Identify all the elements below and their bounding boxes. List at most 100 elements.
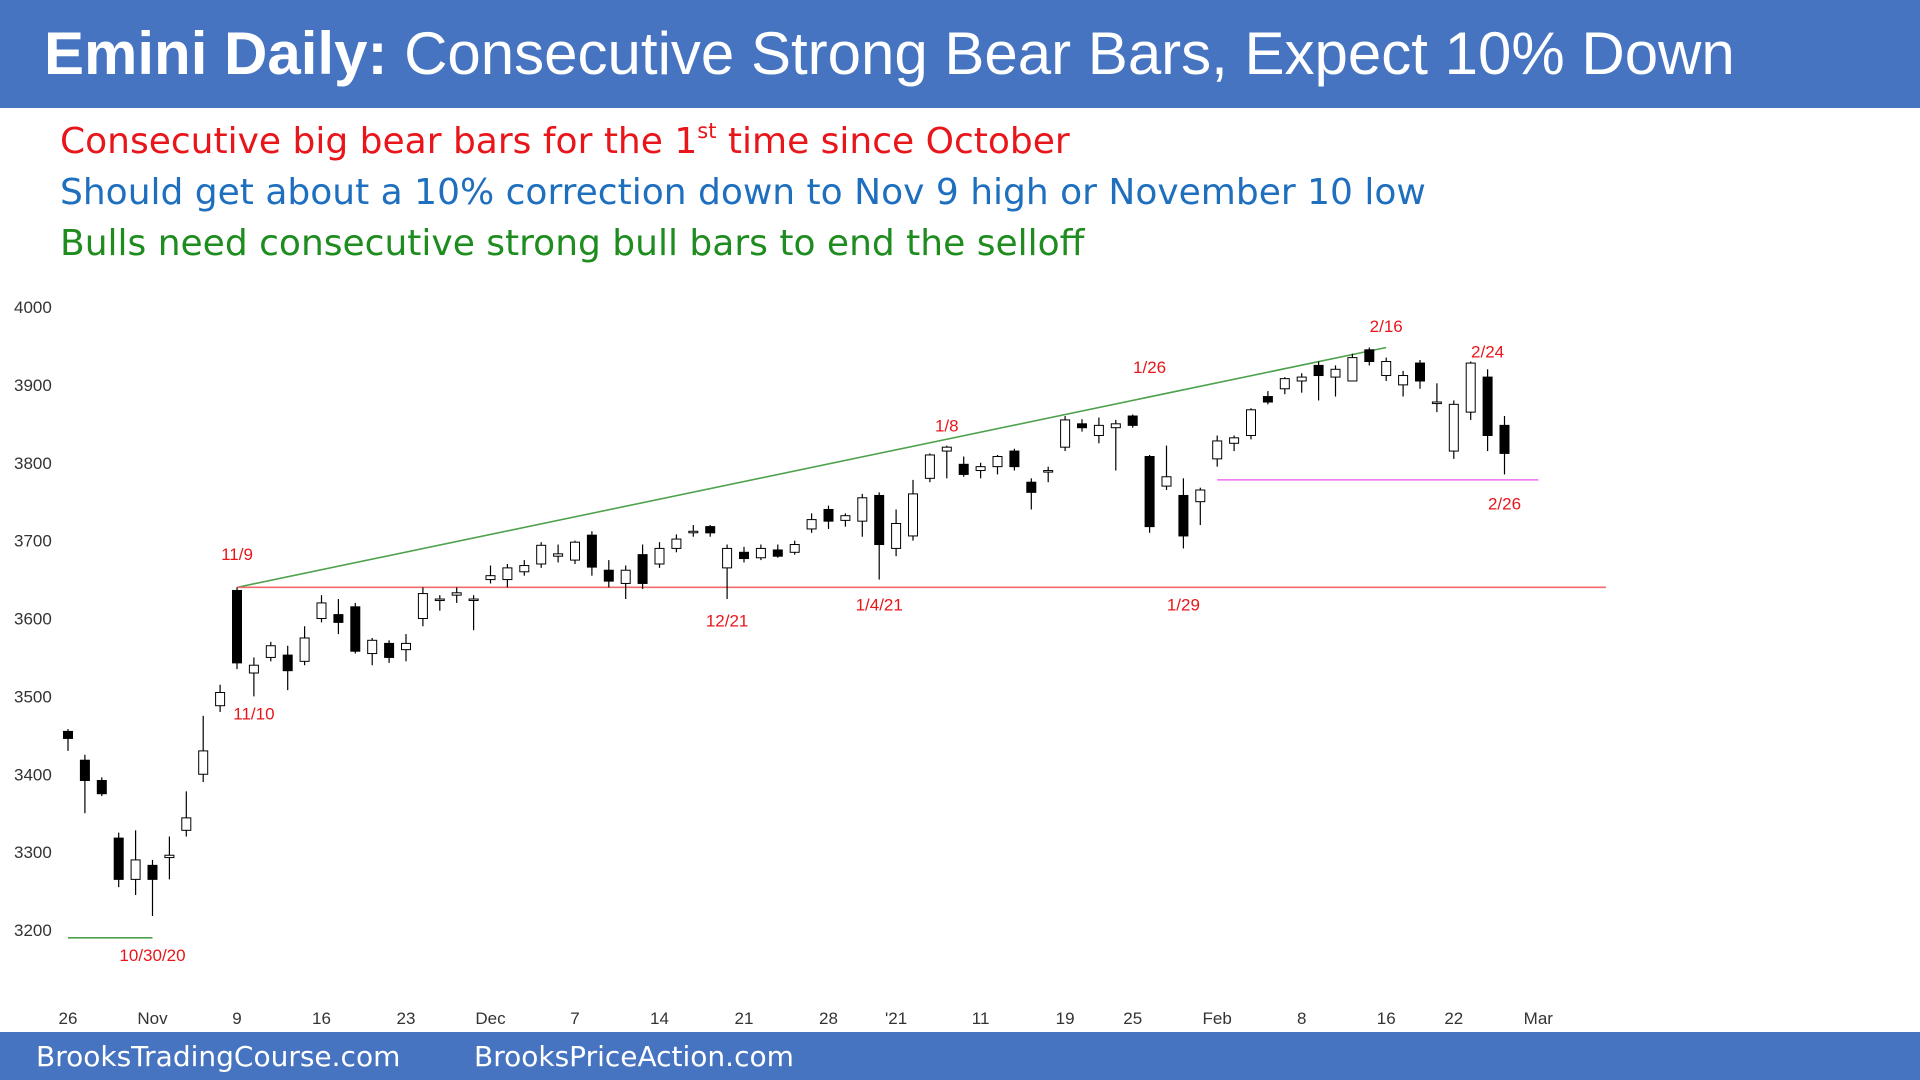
bear-candle bbox=[384, 642, 395, 658]
y-tick-label: 3200 bbox=[14, 921, 52, 940]
x-tick-label: 14 bbox=[650, 1009, 669, 1028]
bull-candle bbox=[215, 691, 226, 707]
y-tick-label: 3400 bbox=[14, 765, 52, 784]
bear-candle bbox=[1178, 494, 1189, 537]
bull-candle bbox=[434, 598, 445, 602]
note-line-2: Should get about a 10% correction down t… bbox=[60, 167, 1426, 218]
date-annotation: 2/26 bbox=[1488, 494, 1521, 513]
brookstradingcourse-link[interactable]: BrooksTradingCourse.com bbox=[36, 1040, 401, 1073]
bull-candle bbox=[891, 522, 902, 549]
bull-candle bbox=[1161, 476, 1172, 487]
title-bold-part: Emini Daily: bbox=[44, 20, 388, 87]
bull-trend-line bbox=[236, 346, 1387, 589]
x-tick-label: Dec bbox=[475, 1009, 506, 1028]
bear-candle bbox=[637, 554, 648, 584]
bear-candle bbox=[705, 526, 716, 534]
bull-candle bbox=[1347, 357, 1358, 382]
bear-candle bbox=[603, 569, 614, 582]
bear-candle bbox=[586, 534, 597, 568]
date-annotation: 1/8 bbox=[935, 417, 959, 436]
bull-candle bbox=[417, 593, 428, 620]
x-tick-label: '21 bbox=[885, 1009, 907, 1028]
date-annotation: 11/10 bbox=[233, 705, 274, 724]
bear-candle bbox=[1415, 362, 1425, 382]
bear-candle bbox=[96, 779, 107, 795]
bear-candle bbox=[1499, 424, 1510, 454]
note-line-3: Bulls need consecutive strong bull bars … bbox=[60, 218, 1426, 269]
x-tick-label: 26 bbox=[59, 1009, 78, 1028]
bull-candle bbox=[299, 637, 310, 662]
bull-candle bbox=[1195, 489, 1206, 503]
bull-candle bbox=[570, 541, 580, 561]
bull-candle bbox=[130, 859, 141, 880]
bull-candle bbox=[688, 530, 699, 534]
bull-candle bbox=[451, 592, 462, 596]
footer-bar: BrooksTradingCourse.com BrooksPriceActio… bbox=[0, 1032, 1920, 1080]
bull-candle bbox=[553, 553, 564, 557]
notes-block: Consecutive big bear bars for the 1st ti… bbox=[60, 116, 1426, 269]
bull-candle bbox=[519, 565, 530, 573]
date-annotation: 10/30/20 bbox=[119, 946, 185, 965]
bull-candle bbox=[1212, 440, 1223, 460]
bear-candle bbox=[1127, 415, 1138, 426]
date-annotation: 11/9 bbox=[221, 545, 253, 564]
bear-candle bbox=[63, 730, 73, 739]
bull-candle bbox=[401, 642, 411, 651]
bull-candle bbox=[1431, 401, 1442, 405]
bull-candle bbox=[789, 544, 800, 553]
x-tick-label: Mar bbox=[1524, 1009, 1554, 1028]
bull-candle bbox=[1465, 362, 1476, 413]
bull-candle bbox=[1246, 409, 1256, 436]
bull-candle bbox=[536, 544, 547, 565]
note-3-text: Bulls need consecutive strong bull bars … bbox=[60, 223, 1085, 264]
bull-candle bbox=[992, 456, 1003, 468]
x-tick-label: Feb bbox=[1203, 1009, 1232, 1028]
note-2-text: Should get about a 10% correction down t… bbox=[60, 172, 1426, 213]
page-title: Emini Daily: Consecutive Strong Bear Bar… bbox=[44, 18, 1735, 90]
date-annotation: 1/29 bbox=[1167, 596, 1200, 615]
y-tick-label: 3600 bbox=[14, 610, 52, 629]
y-tick-label: 4000 bbox=[14, 298, 52, 317]
bull-candle bbox=[806, 519, 817, 530]
bear-candle bbox=[1077, 423, 1087, 429]
bear-candle bbox=[350, 606, 361, 652]
bear-candle bbox=[1144, 456, 1155, 528]
bear-candle bbox=[79, 759, 90, 781]
bear-candle bbox=[1262, 396, 1273, 403]
bull-candle bbox=[924, 454, 935, 479]
bull-candle bbox=[908, 493, 918, 537]
bear-candle bbox=[874, 494, 885, 546]
x-tick-label: 7 bbox=[570, 1009, 579, 1028]
note-line-1: Consecutive big bear bars for the 1st ti… bbox=[60, 116, 1426, 167]
x-tick-label: 11 bbox=[972, 1009, 990, 1028]
x-tick-label: 9 bbox=[232, 1009, 241, 1028]
bull-candle bbox=[198, 750, 209, 775]
bull-candle bbox=[620, 569, 631, 584]
bear-candle bbox=[958, 463, 969, 475]
x-tick-label: 28 bbox=[819, 1009, 838, 1028]
date-annotation: 2/24 bbox=[1471, 343, 1504, 362]
x-tick-label: 25 bbox=[1123, 1009, 1142, 1028]
bull-candle bbox=[1043, 470, 1054, 473]
bull-candle bbox=[1296, 376, 1307, 382]
title-banner: Emini Daily: Consecutive Strong Bear Bar… bbox=[0, 0, 1920, 108]
date-annotation: 1/26 bbox=[1133, 358, 1166, 377]
bear-candle bbox=[1364, 349, 1375, 363]
bull-candle bbox=[840, 515, 851, 521]
x-tick-label: 19 bbox=[1056, 1009, 1075, 1028]
bull-candle bbox=[975, 466, 986, 472]
title-rest-part: Consecutive Strong Bear Bars, Expect 10%… bbox=[387, 20, 1735, 87]
bull-candle bbox=[1381, 361, 1392, 377]
note-1-superscript: st bbox=[697, 119, 717, 143]
bear-candle bbox=[113, 837, 124, 880]
bull-candle bbox=[857, 497, 868, 522]
x-tick-label: 16 bbox=[1377, 1009, 1396, 1028]
bull-candle bbox=[1279, 378, 1290, 390]
bull-candle bbox=[1060, 419, 1071, 448]
bear-candle bbox=[282, 654, 293, 672]
bull-candle bbox=[316, 602, 327, 619]
x-tick-label: 16 bbox=[312, 1009, 331, 1028]
bear-candle bbox=[1009, 450, 1020, 468]
brookspriceaction-link[interactable]: BrooksPriceAction.com bbox=[474, 1040, 794, 1073]
bull-candle bbox=[1330, 368, 1341, 378]
